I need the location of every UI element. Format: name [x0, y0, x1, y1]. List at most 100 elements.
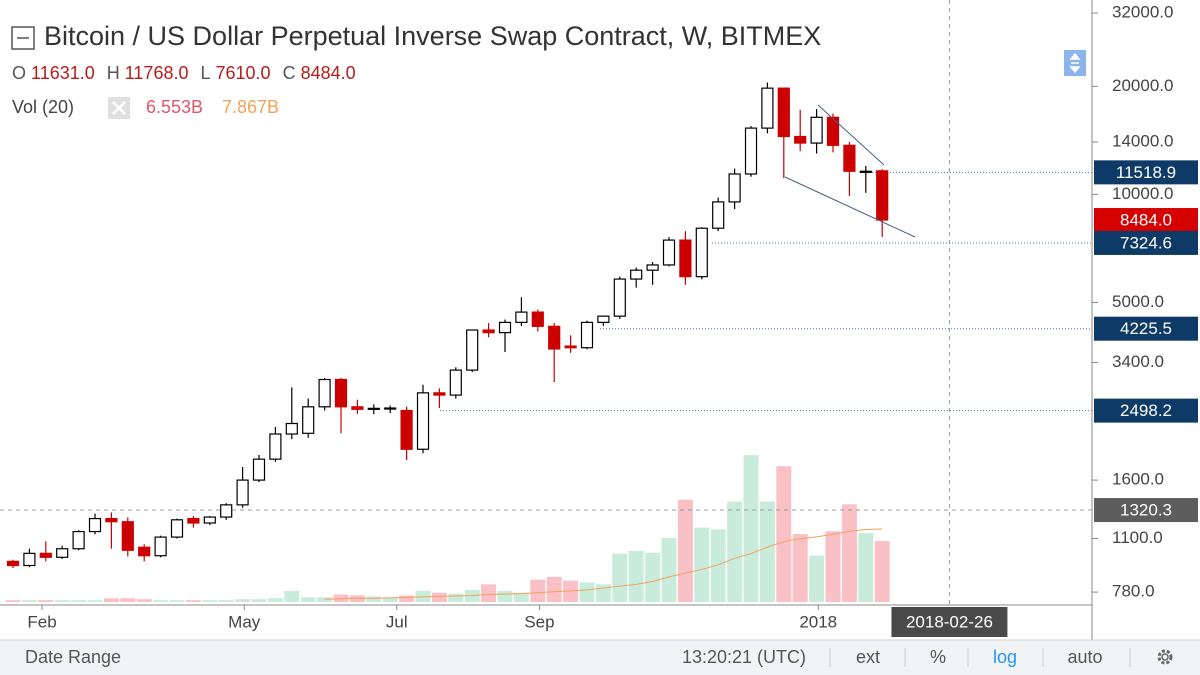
candle-body — [597, 315, 610, 323]
volume-bar — [530, 579, 546, 602]
candle-body — [761, 87, 774, 129]
volume-ma-line — [324, 528, 883, 600]
volume-bar — [628, 550, 644, 602]
candle-body — [433, 392, 446, 396]
candle-body — [482, 329, 495, 334]
volume-bar — [382, 597, 398, 602]
volume-bar — [235, 599, 251, 602]
volume-bar — [858, 533, 874, 602]
candle-body — [876, 170, 889, 221]
volume-bar — [87, 600, 103, 602]
volume-bar — [218, 600, 234, 602]
candle-body — [744, 127, 758, 175]
hide-icon — [112, 101, 126, 115]
volume-bar — [825, 531, 841, 602]
candle-body — [367, 407, 380, 410]
ohlc-value: 7610.0 — [216, 63, 271, 83]
volume-bar — [120, 598, 136, 602]
candle-body — [72, 530, 85, 550]
candle-body — [351, 406, 364, 410]
collapse-button[interactable] — [11, 26, 35, 50]
volume-bar — [759, 501, 775, 602]
toolbar-item[interactable]: % — [930, 647, 946, 667]
x-tick-label: 2018 — [799, 612, 837, 631]
volume-bar — [546, 576, 562, 602]
candle-body — [695, 227, 708, 278]
x-tick-label: Sep — [524, 612, 554, 631]
candle-body — [56, 548, 69, 558]
candle-body — [843, 144, 856, 172]
volume-bar — [497, 590, 513, 602]
volume-legend-ma: 7.867B — [222, 97, 279, 117]
candle-body — [187, 517, 200, 524]
candle-body — [564, 345, 577, 349]
level-label: 4225.5 — [1120, 319, 1172, 338]
ohlc-value: 11631.0 — [31, 63, 95, 83]
level-label-box — [1094, 230, 1198, 255]
candle-body — [6, 560, 20, 567]
volume-bar — [251, 599, 267, 602]
candle-body — [859, 170, 872, 173]
volume-bar — [153, 600, 169, 602]
candle-body — [826, 116, 840, 146]
gear-center — [1161, 653, 1169, 661]
volume-bar — [677, 499, 693, 602]
y-tick-label: 20000.0 — [1112, 76, 1173, 95]
candle-body — [630, 269, 643, 280]
volume-bar — [743, 455, 759, 602]
y-tick-label: 14000.0 — [1112, 131, 1173, 150]
level-label-box — [1094, 398, 1198, 423]
volume-legend-value: 6.553B — [146, 97, 203, 117]
y-tick-label: 32000.0 — [1112, 3, 1173, 22]
x-tick-label: Feb — [27, 612, 56, 631]
volume-bar — [792, 534, 808, 602]
volume-bar — [710, 529, 726, 602]
toolbar-item[interactable]: log — [993, 647, 1017, 667]
volume-bar — [776, 466, 792, 602]
volume-bar — [513, 592, 529, 602]
volume-bar — [612, 553, 628, 602]
volume-bar — [399, 595, 415, 602]
candle-body — [170, 519, 184, 538]
candle-body — [138, 546, 151, 557]
level-label: 11518.9 — [1116, 163, 1176, 182]
scale-icon — [1069, 52, 1081, 74]
ohlc-legend: O 11631.0 H 11768.0 L 7610.0 C 8484.0 — [12, 63, 356, 83]
candle-body — [400, 409, 413, 450]
crosshair-x-label-box — [891, 607, 1008, 637]
volume-bar — [448, 593, 464, 602]
volume-legend-name: Vol (20) — [12, 97, 74, 117]
y-tick-label: 10000.0 — [1112, 184, 1173, 203]
volume-bar — [661, 537, 677, 602]
volume-bar — [202, 600, 218, 602]
y-tick-label: 5000.0 — [1112, 292, 1164, 311]
toolbar-item[interactable]: ext — [856, 647, 880, 667]
chart-title: Bitcoin / US Dollar Perpetual Inverse Sw… — [44, 21, 821, 51]
candle-body — [794, 135, 807, 144]
candle-body — [662, 239, 676, 266]
toolbar-item[interactable]: Date Range — [25, 647, 121, 667]
volume-bar — [185, 600, 201, 602]
y-tick-label: 780.0 — [1112, 582, 1155, 601]
volume-bar — [366, 596, 382, 602]
volume-bar — [874, 541, 890, 602]
ohlc-value: 11768.0 — [125, 63, 189, 83]
ohlc-key: O — [12, 63, 26, 83]
candle-body — [712, 201, 725, 229]
candle-body — [531, 311, 544, 327]
level-label-box — [1094, 316, 1198, 341]
candle-body — [334, 378, 348, 408]
toolbar-item[interactable]: auto — [1067, 647, 1102, 667]
toolbar-item[interactable]: 13:20:21 (UTC) — [682, 647, 806, 667]
volume-bar — [809, 555, 825, 602]
candle-body — [252, 458, 266, 481]
settings-button[interactable] — [1157, 649, 1173, 665]
volume-bar — [694, 527, 710, 602]
volume-bar — [71, 600, 87, 602]
volume-bar — [579, 582, 595, 602]
trend-line — [817, 104, 885, 166]
crosshair-y-label: 1320.3 — [1120, 501, 1172, 520]
volume-bar — [38, 600, 54, 602]
candle-body — [121, 521, 134, 551]
candle-body — [646, 264, 659, 271]
